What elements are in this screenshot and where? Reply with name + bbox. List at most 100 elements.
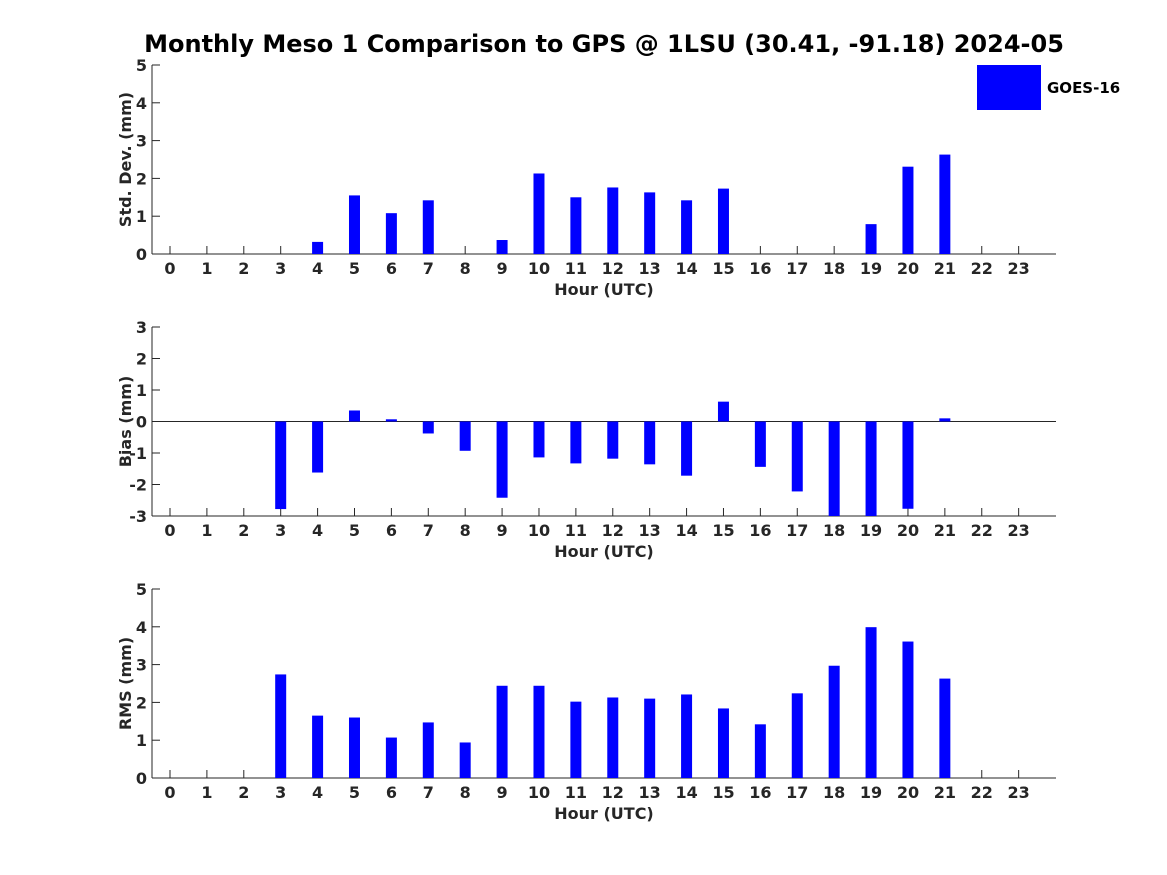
bar-hour-18 [828, 665, 840, 778]
y-tick-label: 1 [136, 731, 147, 750]
x-tick-label: 9 [497, 783, 508, 802]
x-tick-label: 22 [971, 259, 993, 278]
y-tick-label: 0 [136, 769, 147, 788]
bar-hour-13 [644, 698, 656, 778]
bar-hour-11 [570, 197, 582, 254]
x-tick-label: 15 [712, 521, 734, 540]
x-tick-label: 6 [386, 259, 397, 278]
bar-hour-10 [533, 421, 545, 458]
bar-hour-8 [459, 742, 471, 778]
x-tick-label: 19 [860, 783, 882, 802]
bar-hour-11 [570, 421, 582, 464]
bar-hour-9 [496, 240, 508, 254]
y-tick-label: 4 [136, 618, 147, 637]
x-tick-label: 10 [528, 259, 550, 278]
x-tick-label: 4 [312, 259, 323, 278]
legend-label: GOES-16 [1047, 79, 1120, 97]
bar-hour-12 [607, 187, 619, 254]
x-tick-label: 15 [712, 259, 734, 278]
bar-hour-19 [865, 421, 877, 516]
x-axis-label: Hour (UTC) [554, 542, 654, 561]
x-tick-label: 11 [565, 521, 587, 540]
x-tick-label: 3 [275, 783, 286, 802]
bar-hour-15 [717, 708, 729, 778]
bar-hour-18 [828, 421, 840, 516]
x-tick-label: 17 [786, 259, 808, 278]
bar-hour-12 [607, 697, 619, 778]
y-tick-label: 3 [136, 318, 147, 337]
x-tick-label: 9 [497, 259, 508, 278]
bar-hour-4 [312, 421, 324, 473]
x-tick-label: 5 [349, 521, 360, 540]
bar-hour-13 [644, 192, 656, 254]
y-tick-label: 2 [136, 693, 147, 712]
x-tick-label: 13 [639, 521, 661, 540]
x-tick-label: 3 [275, 259, 286, 278]
x-tick-label: 22 [971, 521, 993, 540]
bar-hour-5 [348, 717, 360, 778]
bar-hour-7 [422, 722, 434, 778]
x-tick-label: 23 [1008, 521, 1030, 540]
x-tick-label: 17 [786, 783, 808, 802]
bar-hour-7 [422, 200, 434, 254]
bar-hour-16 [754, 724, 766, 778]
y-axis-label: Bias (mm) [116, 376, 135, 468]
y-tick-label: 3 [136, 132, 147, 151]
bar-hour-16 [754, 421, 766, 467]
bar-hour-20 [902, 166, 914, 254]
x-tick-label: 0 [164, 783, 175, 802]
bar-hour-4 [312, 241, 324, 254]
bar-hour-17 [791, 693, 803, 778]
x-tick-label: 11 [565, 783, 587, 802]
bar-hour-6 [385, 737, 397, 778]
x-tick-label: 20 [897, 521, 919, 540]
bar-hour-12 [607, 421, 619, 459]
x-tick-label: 8 [460, 259, 471, 278]
x-tick-label: 20 [897, 783, 919, 802]
y-axis-label: Std. Dev. (mm) [116, 92, 135, 227]
bar-hour-7 [422, 421, 434, 434]
x-tick-label: 10 [528, 783, 550, 802]
y-tick-label: 2 [136, 169, 147, 188]
y-tick-label: 1 [136, 207, 147, 226]
x-tick-label: 13 [639, 259, 661, 278]
y-tick-label: 2 [136, 350, 147, 369]
y-tick-label: -3 [129, 507, 147, 526]
bar-hour-5 [348, 195, 360, 254]
x-tick-label: 7 [423, 259, 434, 278]
legend-swatch [977, 65, 1041, 110]
y-axis-label: RMS (mm) [116, 637, 135, 730]
bar-hour-14 [681, 694, 693, 778]
x-tick-label: 14 [675, 521, 697, 540]
bar-hour-14 [681, 421, 693, 476]
x-axis-label: Hour (UTC) [554, 804, 654, 823]
bar-hour-19 [865, 627, 877, 778]
x-tick-label: 19 [860, 259, 882, 278]
x-tick-label: 7 [423, 521, 434, 540]
x-tick-label: 13 [639, 783, 661, 802]
bar-hour-20 [902, 641, 914, 778]
x-tick-label: 21 [934, 783, 956, 802]
legend: GOES-16 [977, 65, 1120, 110]
x-tick-label: 16 [749, 783, 771, 802]
bar-hour-5 [348, 410, 360, 422]
bar-hour-3 [275, 674, 287, 778]
x-tick-label: 21 [934, 259, 956, 278]
bar-hour-4 [312, 715, 324, 778]
x-tick-label: 9 [497, 521, 508, 540]
x-tick-label: 4 [312, 521, 323, 540]
y-tick-label: -1 [129, 444, 147, 463]
x-tick-label: 21 [934, 521, 956, 540]
x-tick-label: 0 [164, 259, 175, 278]
x-tick-label: 4 [312, 783, 323, 802]
bar-hour-6 [385, 419, 397, 422]
x-tick-label: 2 [238, 259, 249, 278]
bar-hour-10 [533, 685, 545, 778]
x-tick-label: 22 [971, 783, 993, 802]
x-tick-label: 7 [423, 783, 434, 802]
bar-hour-21 [939, 678, 951, 778]
x-tick-label: 20 [897, 259, 919, 278]
